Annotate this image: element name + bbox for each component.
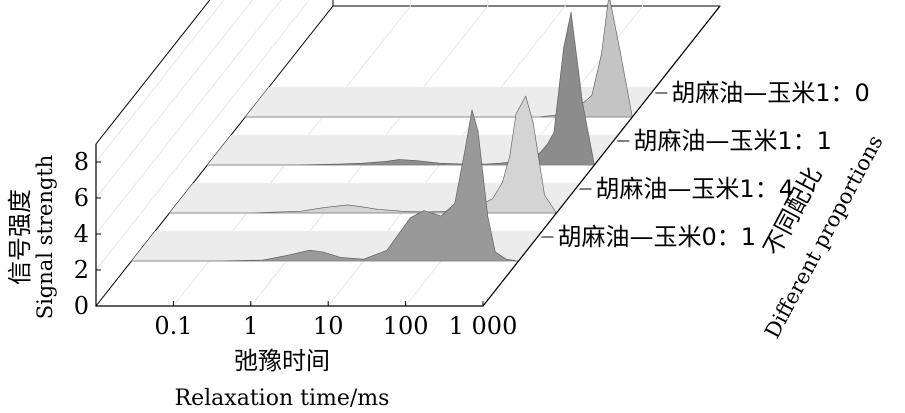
front-axes: [95, 5, 721, 307]
series-floor-strip: [245, 87, 657, 117]
y-gridline-left-2: [95, 0, 282, 235]
y-gridline-left-1: [95, 0, 310, 271]
back-wall: [332, 0, 721, 7]
y-tick-label: 2: [74, 256, 89, 284]
left-top-edge: [95, 0, 211, 145]
x-tick-label: 0.1: [154, 312, 192, 340]
x-tick-label: 100: [383, 312, 429, 340]
series-label: 胡麻油—玉米1：4: [595, 175, 794, 203]
y-axis-label-en: Signal strength: [33, 155, 57, 320]
y-tick-label: 0: [74, 292, 89, 320]
x-tick-label: 1 000: [449, 312, 518, 340]
series-area: [131, 109, 519, 262]
z-axis-line: [482, 5, 721, 307]
series-label: 胡麻油—玉米1：1: [633, 127, 832, 155]
y-tick-label: 6: [74, 184, 89, 212]
series-group: 胡麻油—玉米1：0 胡麻油—玉米1：1 胡麻油—玉米1：4 胡麻油—玉米0：1: [131, 0, 870, 262]
y-axis-label-zh: 信号强度: [6, 189, 34, 285]
y-gridline-left-4: [95, 0, 225, 163]
y-gridline-left-3: [95, 0, 254, 199]
series-label: 胡麻油—玉米0：1: [558, 223, 757, 251]
y-tick-label: 4: [74, 220, 89, 248]
series-0: 胡麻油—玉米0：1: [131, 109, 757, 262]
x-axis-label-zh: 弛豫时间: [234, 347, 330, 375]
series-3: 胡麻油—玉米1：0: [245, 0, 870, 118]
series-area: [207, 11, 595, 166]
series-label: 胡麻油—玉米1：0: [671, 79, 870, 107]
x-tick-label: 10: [313, 312, 344, 340]
y-tick-label: 8: [74, 148, 89, 176]
x-axis-label-en: Relaxation time/ms: [175, 386, 390, 411]
x-tick-label: 1: [243, 312, 258, 340]
tick-labels: 0.1 1 10 100 1 000 0 2 4 6 8: [74, 148, 518, 340]
